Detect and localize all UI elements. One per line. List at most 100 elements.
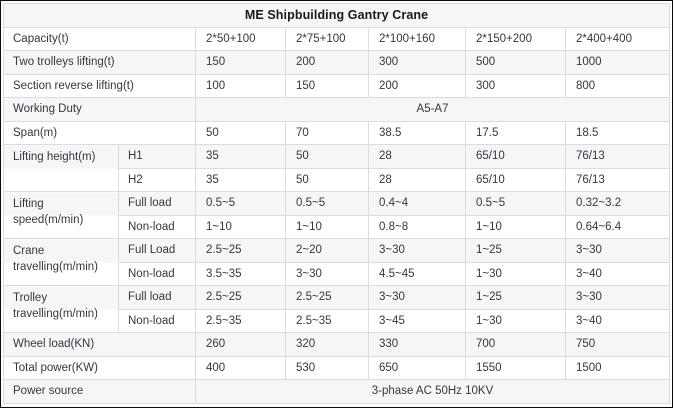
value-cell: 530 [285,355,369,380]
value-cell: 3~30 [368,238,466,263]
value-cell: 38.5 [368,120,466,145]
value-cell: 3~40 [564,308,671,333]
row-label-cell: Trolley travelling(m/min) [3,285,119,333]
table-row: Total power(KW) 400 530 650 1550 1500 [3,355,671,380]
value-cell: 3.5~35 [195,261,286,286]
table-row: Lifting height(m) H1 35 50 28 65/10 76/13 [3,144,671,192]
table-row: Non-load 1~10 1~10 0.8~8 1~10 0.64~6.4 [4,214,671,239]
sub-label-cell: Non-load [118,214,196,239]
row-label-cell: Lifting speed(m/min) [3,191,119,239]
table-row: ME Shipbuilding Gantry Crane [2,3,671,28]
value-cell: 2*75+100 [285,26,369,51]
row-label-cell: Two trolleys lifting(t) [3,50,196,75]
value-cell: 2.5~35 [195,308,286,333]
value-cell: 28 [368,144,466,169]
value-cell: 65/10 [465,144,566,169]
value-cell: 35 [195,167,286,192]
row-label-cell: Power source [3,379,196,404]
table-row: Power source 3-phase AC 50Hz 10KV [3,379,671,404]
value-cell: 700 [465,332,566,357]
value-cell: 2*50+100 [195,26,286,51]
sub-label-cell: Full load [118,191,196,216]
value-cell: 300 [368,50,466,75]
table-row: Lifting speed(m/min) Full load 0.5~5 0.5~5 0… [3,191,671,239]
row-label-cell: Span(m) [3,120,196,145]
table-row: Wheel load(KN) 260 320 330 700 750 [3,332,671,357]
row-label-cell: Section reverse lifting(t) [3,73,196,98]
table-row: Capacity(t) 2*50+100 2*75+100 2*100+160 2*15… [3,26,671,51]
value-cell: 2~20 [285,238,369,263]
value-cell: 100 [195,73,286,98]
value-cell: 2*100+160 [368,26,466,51]
value-cell: 2*150+200 [465,26,566,51]
value-cell: 150 [195,50,286,75]
value-cell: 260 [195,332,286,357]
value-cell: 76/13 [564,144,671,169]
value-cell: 400 [195,355,286,380]
value-cell: 3~40 [564,261,671,286]
row-label-cell: Lifting height(m) [3,144,119,192]
value-cell: 0.64~6.4 [564,214,671,239]
value-cell: 0.5~5 [465,191,566,216]
value-cell: 1~30 [465,308,566,333]
sub-label-cell: Full load [118,285,196,310]
value-cell: 0.5~5 [195,191,286,216]
value-cell: 17.5 [465,120,566,145]
spec-table-body: ME Shipbuilding Gantry Crane Capacity(t) 2… [2,3,671,404]
value-cell: 0.32~3.2 [564,191,671,216]
value-cell: 750 [564,332,671,357]
table-row: Trolley travelling(m/min) Full load 2.5~25… [3,285,671,333]
value-cell: 50 [195,120,286,145]
value-cell: 76/13 [564,167,671,192]
value-cell: 3~30 [285,261,369,286]
table-row: Two trolleys lifting(t) 150 200 300 500 1000 [3,50,671,75]
value-cell: 50 [285,167,369,192]
value-cell: 650 [368,355,466,380]
row-label-cell: Capacity(t) [3,26,196,51]
sub-label-cell: Full Load [118,238,196,263]
value-cell: 70 [285,120,369,145]
value-cell: 3~45 [368,308,466,333]
value-cell: 50 [285,144,369,169]
value-cell: 4.5~45 [368,261,466,286]
value-cell: 1~10 [195,214,286,239]
value-cell: 18.5 [564,120,671,145]
value-cell: 2.5~25 [195,285,286,310]
sub-label-cell: Non-load [118,308,196,333]
table-row: Non-load 2.5~35 2.5~35 3~45 1~30 3~40 [4,308,671,333]
merged-value-cell: 3-phase AC 50Hz 10KV [194,379,671,404]
value-cell: 2.5~35 [285,308,369,333]
value-cell: 3~30 [368,285,466,310]
value-cell: 1000 [564,50,671,75]
value-cell: 1550 [465,355,566,380]
table-row: Crane travelling(m/min) Full Load 2.5~25 2~… [3,238,671,286]
value-cell: 500 [465,50,566,75]
value-cell: 0.8~8 [368,214,466,239]
value-cell: 320 [285,332,369,357]
gantry-crane-spec-table: ME Shipbuilding Gantry Crane Capacity(t) 2… [2,3,671,404]
value-cell: 28 [368,167,466,192]
value-cell: 1~10 [465,214,566,239]
value-cell: 3~30 [564,238,671,263]
table-row: Working Duty A5-A7 [3,97,671,122]
value-cell: 65/10 [465,167,566,192]
value-cell: 1500 [564,355,671,380]
value-cell: 1~10 [285,214,369,239]
merged-value-cell: A5-A7 [194,97,671,122]
row-label-cell: Crane travelling(m/min) [3,238,119,286]
table-row: H2 35 50 28 65/10 76/13 [4,167,671,192]
value-cell: 800 [564,73,671,98]
value-cell: 1~25 [465,285,566,310]
value-cell: 1~25 [465,238,566,263]
row-label-cell: Wheel load(KN) [3,332,196,357]
value-cell: 200 [285,50,369,75]
sub-label-cell: H1 [118,144,196,169]
table-row: Span(m) 50 70 38.5 17.5 18.5 [3,120,671,145]
value-cell: 150 [285,73,369,98]
value-cell: 300 [465,73,566,98]
table-row: Non-load 3.5~35 3~30 4.5~45 1~30 3~40 [4,261,671,286]
value-cell: 0.5~5 [285,191,369,216]
value-cell: 330 [368,332,466,357]
value-cell: 2*400+400 [564,26,671,51]
